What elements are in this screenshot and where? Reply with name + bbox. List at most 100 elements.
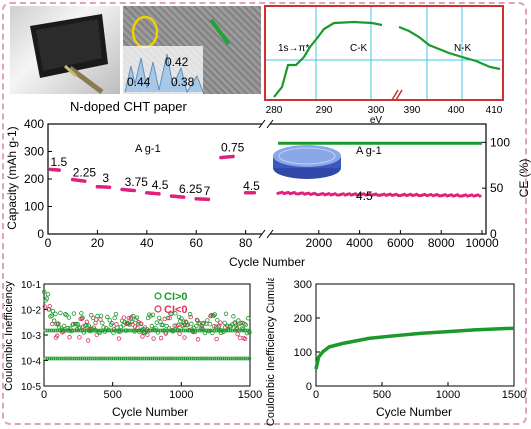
capacity-point	[132, 188, 137, 193]
ci-positive-point	[94, 356, 99, 361]
ci-positive-point	[215, 317, 220, 323]
xanes-tick: 400	[448, 105, 465, 116]
ci-positive-point	[212, 356, 217, 361]
x-tick-label: 1500	[238, 389, 262, 401]
ci-negative-point	[67, 335, 72, 340]
x-tick-label: 1000	[169, 389, 193, 401]
ci-positive-point	[90, 356, 95, 361]
ci-positive-point	[61, 323, 67, 329]
ci-positive-point	[237, 328, 241, 333]
ci-positive-point	[223, 311, 229, 316]
ci-positive-point	[127, 328, 132, 333]
ci-positive-point	[101, 328, 105, 333]
ci-positive-point	[146, 356, 151, 361]
ci-negative-point	[167, 315, 172, 321]
ci-positive-point	[173, 356, 178, 361]
ci-positive-point	[210, 330, 215, 336]
ci-positive-point	[84, 322, 89, 328]
ci-positive-point	[200, 356, 204, 361]
photo-caption: N-doped CHT paper	[70, 99, 187, 114]
xanes-tick: 410	[486, 105, 503, 116]
ci-positive-point	[127, 356, 132, 361]
legend-label-ci-negative: CI<0	[164, 304, 188, 316]
x-tick-label: 80	[239, 236, 253, 250]
ci-positive-point	[202, 328, 206, 333]
ci-positive-point	[157, 315, 162, 321]
ci-positive-point	[245, 328, 250, 333]
ci-positive-point	[220, 328, 225, 333]
ci-negative-point	[232, 321, 238, 326]
ci-positive-point	[111, 356, 116, 361]
ci-positive-point	[193, 356, 198, 361]
x-tick-label: 1000	[436, 389, 460, 401]
ci-positive-point	[167, 328, 171, 333]
ci-positive-point	[138, 356, 143, 361]
x-tick-label: 500	[103, 389, 121, 401]
rate-label: 3.75	[125, 175, 149, 189]
capacity-point	[206, 197, 211, 202]
ci-positive-point	[152, 356, 157, 361]
ci-positive-point	[70, 356, 75, 361]
ci-positive-point	[160, 356, 165, 361]
x-tick-label: 40	[140, 236, 154, 250]
cumulant-line	[314, 326, 515, 370]
ci-positive-point	[59, 356, 64, 361]
ci-positive-point	[80, 328, 85, 333]
ci-positive-point	[97, 356, 101, 361]
capacity-ylabel: Capacity (mAh g-1)	[5, 126, 19, 229]
ci-plot-frame	[43, 283, 251, 387]
ci-positive-point	[228, 356, 233, 361]
ci-positive-point	[181, 328, 186, 333]
ci-positive-point	[107, 356, 112, 361]
ci-positive-point	[165, 315, 171, 321]
ci-positive-point	[148, 356, 153, 361]
rate-label: 7	[204, 184, 211, 198]
ci-positive-point	[230, 328, 235, 333]
ci-positive-point	[55, 356, 60, 361]
spacing-label: 0.42	[165, 55, 189, 69]
y-tick-label: 300	[294, 279, 312, 291]
ci-positive-point	[222, 356, 227, 361]
ci-positive-point	[205, 318, 210, 323]
ci-positive-point	[112, 315, 117, 321]
ci-positive-point	[166, 326, 172, 331]
ci-positive-point	[231, 314, 236, 319]
ci-positive-point	[232, 328, 237, 333]
y-tick-label: 10-1	[21, 280, 41, 291]
ci-positive-point	[134, 315, 140, 320]
ci-negative-point	[50, 321, 55, 327]
ci-positive-point	[171, 328, 175, 333]
xanes-chart: 1s→π* C-K N-K 280 290 300 390 400 410 eV	[264, 5, 504, 125]
ci-positive-point	[70, 328, 75, 333]
ci-positive-point	[131, 313, 136, 319]
ci-positive-point	[51, 318, 57, 323]
ci-positive-point	[105, 328, 110, 333]
ci-positive-point	[156, 328, 161, 333]
rate-label: 4.5	[152, 178, 169, 192]
ci-positive-point	[241, 328, 246, 333]
y-tick-label: 10-4	[21, 357, 41, 368]
ci-positive-point	[134, 356, 138, 361]
axis-break-mark	[266, 119, 274, 129]
ci-positive-point	[88, 328, 93, 333]
spacing-label: 0.44	[127, 75, 151, 89]
ci-positive-point	[202, 356, 206, 361]
ci-positive-point	[144, 356, 149, 361]
ci-positive-point	[165, 328, 169, 333]
ci-negative-point	[126, 315, 132, 321]
ci-positive-point	[113, 311, 119, 317]
y-tick-label: 0	[37, 227, 44, 241]
ci-positive-point	[235, 356, 239, 361]
ci-positive-point	[64, 312, 69, 318]
axis-break-mark	[266, 229, 274, 239]
ci-positive-point	[121, 356, 126, 361]
ci-negative-point	[151, 336, 156, 341]
ci-positive-point	[212, 328, 217, 333]
ci-negative-point	[182, 335, 187, 340]
spacing-label: 0.38	[171, 75, 195, 89]
ci-positive-point	[167, 356, 171, 361]
ci-positive-point	[105, 356, 110, 361]
ci-positive-point	[179, 316, 184, 321]
unit-label-left: A g-1	[135, 143, 161, 155]
ci-positive-point	[180, 324, 185, 329]
